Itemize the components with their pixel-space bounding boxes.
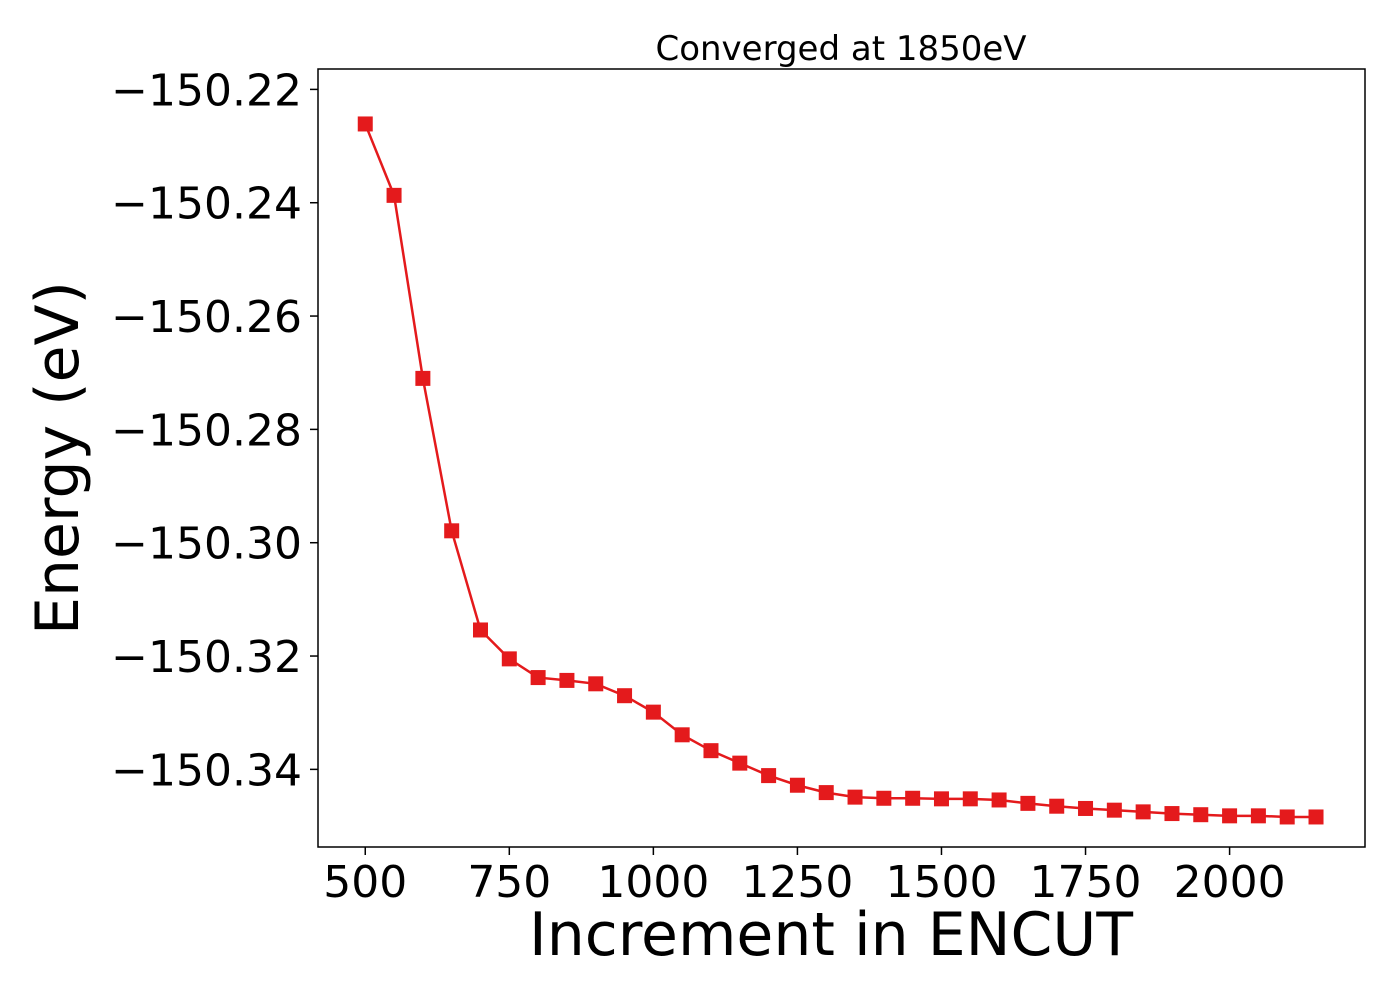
data-point-marker	[991, 792, 1007, 808]
data-point-marker	[818, 785, 834, 801]
data-point-marker	[415, 370, 431, 386]
x-tick-label: 500	[323, 857, 407, 908]
data-point-marker	[905, 790, 921, 806]
x-tick-label: 2000	[1174, 857, 1286, 908]
data-point-marker	[674, 727, 690, 743]
y-tick-label: −150.32	[111, 632, 302, 683]
y-axis-ticks: −150.22 −150.24 −150.26 −150.28 −150.30 −150.…	[111, 65, 318, 796]
y-tick-label: −150.22	[111, 65, 302, 116]
x-axis-title: Increment in ENCUT	[529, 900, 1133, 970]
data-point-marker	[501, 651, 517, 667]
data-point-marker	[1164, 806, 1180, 822]
x-axis-ticks: 500 750 1000 1250 1500 1750 2000	[323, 847, 1286, 908]
data-point-marker	[472, 622, 488, 638]
data-point-marker	[1135, 804, 1151, 820]
data-point-marker	[530, 670, 546, 686]
x-tick-label: 1250	[741, 857, 853, 908]
x-tick-label: 750	[467, 857, 551, 908]
data-point-marker	[357, 116, 373, 132]
data-point-marker	[444, 523, 460, 539]
x-tick-label: 1000	[597, 857, 709, 908]
data-point-marker	[703, 743, 719, 759]
data-point-marker	[1250, 808, 1266, 824]
data-point-marker	[1078, 800, 1094, 816]
data-point-marker	[386, 187, 402, 203]
data-point-marker	[1279, 809, 1295, 825]
y-tick-label: −150.34	[111, 745, 302, 796]
y-tick-label: −150.26	[111, 292, 302, 343]
chart-title: Converged at 1850eV	[655, 29, 1026, 69]
data-point-marker	[1222, 808, 1238, 824]
data-point-marker	[789, 777, 805, 793]
data-point-marker	[1106, 802, 1122, 818]
data-point-marker	[559, 672, 575, 688]
data-point-marker	[1193, 807, 1209, 823]
data-point-marker	[617, 688, 633, 704]
y-tick-label: −150.30	[111, 519, 302, 570]
y-tick-label: −150.28	[111, 405, 302, 456]
y-tick-label: −150.24	[111, 179, 302, 230]
data-point-marker	[876, 790, 892, 806]
y-axis-title: Energy (eV)	[23, 281, 93, 635]
data-point-marker	[1049, 798, 1065, 814]
x-tick-label: 1500	[885, 857, 997, 908]
data-point-marker	[1020, 795, 1036, 811]
series-line	[364, 123, 1317, 819]
data-point-marker	[933, 791, 949, 807]
data-point-marker	[847, 789, 863, 805]
data-point-marker	[1308, 809, 1324, 825]
series-layer	[357, 116, 1324, 825]
data-point-marker	[761, 768, 777, 784]
x-tick-label: 1750	[1030, 857, 1142, 908]
data-point-marker	[645, 704, 661, 720]
data-point-marker	[732, 755, 748, 771]
data-point-marker	[962, 791, 978, 807]
plot-area-frame	[317, 68, 1366, 848]
data-point-marker	[588, 676, 604, 692]
